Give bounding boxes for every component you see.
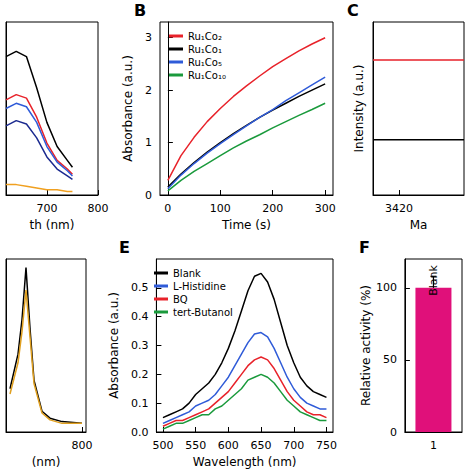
- svg-text:Relative activity (%): Relative activity (%): [359, 285, 373, 406]
- svg-text:1: 1: [430, 439, 437, 452]
- svg-text:0.0: 0.0: [131, 426, 149, 439]
- svg-text:0.3: 0.3: [131, 339, 149, 352]
- svg-text:Ru₁Co₅: Ru₁Co₅: [188, 57, 222, 68]
- svg-text:Time (s): Time (s): [221, 218, 271, 232]
- svg-text:800: 800: [88, 202, 109, 215]
- svg-text:500: 500: [152, 439, 173, 452]
- html-text:B: B: [134, 1, 147, 20]
- svg-text:0.5: 0.5: [131, 281, 149, 294]
- svg-text:0: 0: [145, 189, 152, 202]
- svg-text:700: 700: [283, 439, 304, 452]
- svg-text:Ru₁Co₁: Ru₁Co₁: [188, 44, 222, 55]
- svg-text:2: 2: [145, 84, 152, 97]
- svg-text:0.2: 0.2: [131, 368, 149, 381]
- svg-text:650: 650: [251, 439, 272, 452]
- svg-text:1: 1: [145, 136, 152, 149]
- html-text:E: E: [119, 238, 130, 257]
- svg-text:Ru₁Co₂: Ru₁Co₂: [188, 31, 222, 42]
- svg-text:550: 550: [185, 439, 206, 452]
- svg-text:200: 200: [262, 202, 283, 215]
- svg-text:Absorbance (a.u.): Absorbance (a.u.): [121, 55, 135, 162]
- svg-text:L-Histidine: L-Histidine: [173, 281, 226, 292]
- svg-text:Wavelength (nm): Wavelength (nm): [193, 455, 297, 469]
- svg-text:100: 100: [210, 202, 231, 215]
- svg-text:700: 700: [36, 202, 57, 215]
- svg-text:BQ: BQ: [173, 294, 188, 305]
- svg-text:0: 0: [390, 426, 397, 439]
- svg-text:600: 600: [218, 439, 239, 452]
- svg-text:Absorbance (a.u.): Absorbance (a.u.): [107, 292, 121, 399]
- svg-text:Ru₁Co₁₀: Ru₁Co₁₀: [188, 70, 226, 81]
- svg-text:750: 750: [316, 439, 337, 452]
- svg-text:Ma: Ma: [410, 218, 428, 232]
- svg-text:100: 100: [376, 281, 397, 294]
- svg-text:800: 800: [72, 439, 93, 452]
- svg-text:Blank: Blank: [173, 268, 201, 279]
- svg-text:th (nm): th (nm): [30, 218, 75, 232]
- svg-text:0: 0: [164, 202, 171, 215]
- svg-text:Blank: Blank: [427, 265, 440, 296]
- svg-text:(nm): (nm): [32, 455, 61, 469]
- svg-text:300: 300: [315, 202, 336, 215]
- html-text:C: C: [347, 1, 359, 20]
- svg-text:0.1: 0.1: [131, 397, 149, 410]
- svg-text:Intensity (a.u.): Intensity (a.u.): [352, 65, 366, 153]
- html-text:F: F: [359, 238, 370, 257]
- svg-text:0.4: 0.4: [131, 310, 149, 323]
- svg-text:tert-Butanol: tert-Butanol: [173, 307, 233, 318]
- svg-text:3: 3: [145, 31, 152, 44]
- svg-text:3420: 3420: [385, 202, 413, 215]
- svg-text:50: 50: [383, 353, 397, 366]
